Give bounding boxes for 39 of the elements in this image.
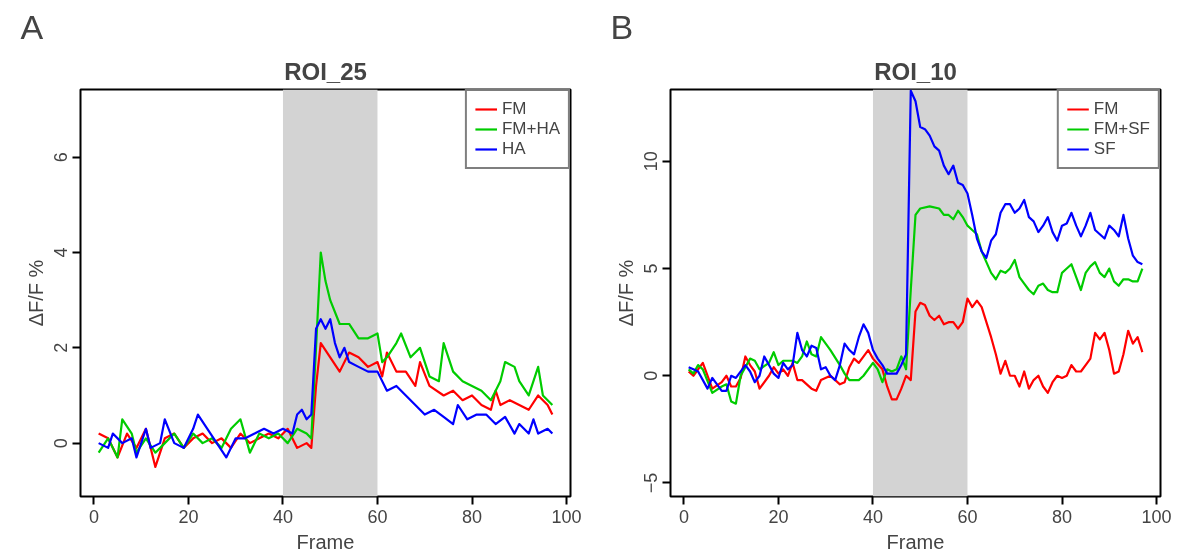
chart-title: ROI_25 [284,57,367,85]
x-axis-title: Frame [886,530,945,553]
x-tick-label: 60 [957,506,978,527]
x-axis-title: Frame [296,530,355,553]
x-tick-label: 20 [178,506,199,527]
y-tick-label: 0 [51,438,72,449]
y-axis-title: ΔF/F % [614,259,637,327]
y-tick-label: 5 [641,263,662,274]
legend-label: FM [1093,99,1119,119]
legend-label: FM+HA [501,119,560,139]
y-axis-title: ΔF/F % [24,259,47,327]
line-series [97,318,554,459]
x-tick-label: 40 [862,506,883,527]
legend-label: SF [1093,139,1116,159]
line-series [97,341,554,469]
x-tick-label: 0 [678,506,689,527]
legend-label: FM+SF [1093,119,1150,139]
y-tick-label: 2 [51,342,72,353]
text: A [20,7,44,46]
chart-title: ROI_10 [874,57,957,85]
y-tick-label: 10 [641,151,662,172]
x-tick-label: 100 [1141,506,1172,527]
line-series [97,251,554,459]
x-tick-label: 60 [367,506,388,527]
y-tick-label: 6 [51,152,72,163]
x-tick-label: 80 [462,506,483,527]
line-series [687,297,1144,401]
x-tick-label: 80 [1052,506,1073,527]
text: B [610,7,634,46]
y-tick-label: 0 [641,370,662,381]
legend-label: HA [501,139,526,159]
x-tick-label: 100 [551,506,582,527]
legend-label: FM [501,99,527,119]
x-tick-label: 40 [272,506,293,527]
y-tick-label: −5 [641,472,662,494]
x-tick-label: 0 [88,506,99,527]
line-series [687,205,1144,405]
y-tick-label: 4 [51,247,72,258]
x-tick-label: 20 [768,506,789,527]
